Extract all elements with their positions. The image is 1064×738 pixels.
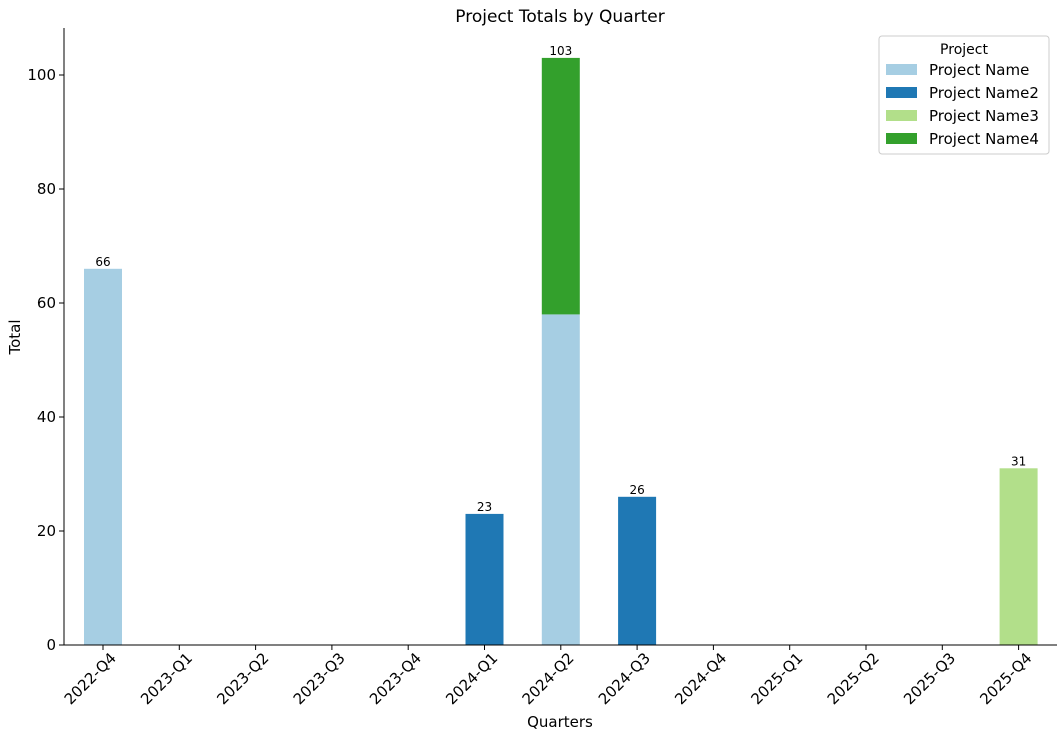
- legend-label: Project Name3: [929, 107, 1039, 125]
- y-axis-label: Total: [6, 319, 24, 355]
- bar-segment-2024-Q1-series-2: [465, 513, 504, 645]
- y-tick-label: 0: [46, 636, 56, 654]
- x-tick-label: 2025-Q4: [976, 649, 1035, 708]
- x-axis-label: Quarters: [527, 713, 593, 731]
- x-tick-label: 2024-Q1: [442, 649, 501, 708]
- x-tick-label: 2023-Q4: [366, 649, 425, 708]
- bar-segment-2024-Q3-series-2: [618, 496, 657, 645]
- x-tick-label: 2024-Q2: [519, 649, 578, 708]
- total-label-2025-Q4: 31: [1011, 454, 1026, 468]
- x-tick-label: 2023-Q2: [213, 649, 272, 708]
- chart-title: Project Totals by Quarter: [455, 7, 664, 27]
- bars-group: [84, 57, 1038, 645]
- y-tick-label: 60: [37, 294, 56, 312]
- legend-title: Project: [940, 42, 988, 58]
- bar-segment-2024-Q2-series-4: [541, 57, 580, 315]
- x-tick-label: 2025-Q1: [747, 649, 806, 708]
- x-tick-label: 2024-Q4: [671, 649, 730, 708]
- x-tick-label: 2022-Q4: [61, 649, 120, 708]
- legend-frame: [878, 35, 1050, 155]
- x-ticks: 2022-Q4 2023-Q1 2023-Q2 2023-Q3 2023-Q4 2024-…: [61, 645, 1035, 708]
- legend-label: Project Name: [929, 61, 1029, 79]
- x-tick-label: 2025-Q3: [900, 649, 959, 708]
- bar-segment-2025-Q4-series-3: [999, 468, 1038, 645]
- x-tick-label: 2023-Q3: [290, 649, 349, 708]
- y-tick-label: 40: [37, 408, 56, 426]
- legend-label: Project Name4: [929, 130, 1039, 148]
- x-tick-label: 2024-Q3: [595, 649, 654, 708]
- y-tick-label: 100: [27, 66, 56, 84]
- legend-swatch: [886, 110, 917, 121]
- legend-swatch: [886, 133, 917, 144]
- total-label-2022-Q4: 66: [95, 255, 110, 269]
- y-ticks: 0 20 40 60 80 100: [27, 66, 64, 654]
- total-label-2024-Q3: 26: [629, 483, 644, 497]
- total-label-2024-Q2: 103: [549, 44, 572, 58]
- y-tick-label: 20: [37, 522, 56, 540]
- bar-total-labels: 66 23 103 26 31: [95, 44, 1026, 514]
- bar-segment-2024-Q2-series-1: [541, 314, 580, 645]
- legend-swatch: [886, 87, 917, 98]
- legend-swatch: [886, 64, 917, 75]
- bar-segment-2022-Q4-series-1: [84, 268, 122, 645]
- legend-label: Project Name2: [929, 84, 1039, 102]
- total-label-2024-Q1: 23: [477, 500, 492, 514]
- y-tick-label: 80: [37, 180, 56, 198]
- x-tick-label: 2025-Q2: [824, 649, 883, 708]
- x-tick-label: 2023-Q1: [137, 649, 196, 708]
- legend-items: Project Name Project Name2 Project Name3 Pr…: [886, 61, 1039, 148]
